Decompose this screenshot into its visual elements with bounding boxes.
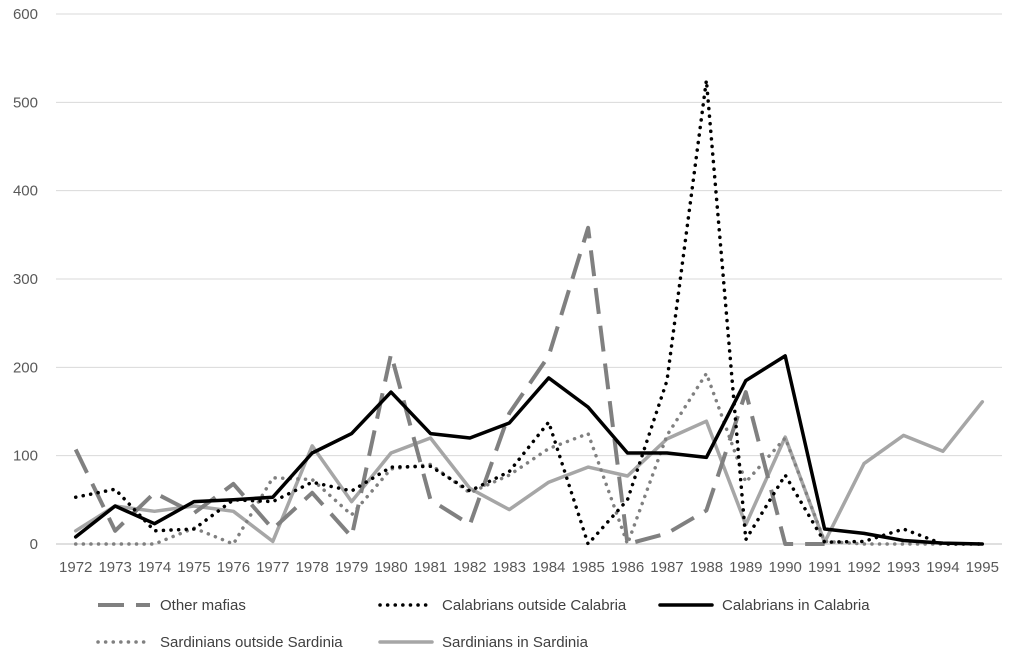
series-lines [73, 78, 985, 546]
legend-label: Sardinians outside Sardinia [160, 634, 343, 651]
x-tick-label: 1981 [414, 559, 447, 576]
x-tick-label: 1992 [847, 559, 880, 576]
x-tick-label: 1994 [926, 559, 959, 576]
y-tick-label: 600 [13, 6, 38, 23]
x-tick-label: 1984 [532, 559, 565, 576]
x-tick-label: 1993 [887, 559, 920, 576]
x-tick-label: 1983 [493, 559, 526, 576]
x-tick-label: 1975 [177, 559, 210, 576]
legend-label: Calabrians in Calabria [722, 597, 870, 614]
x-tick-label: 1978 [296, 559, 329, 576]
x-tick-label: 1982 [453, 559, 486, 576]
x-tick-label: 1988 [690, 559, 723, 576]
x-tick-label: 1972 [59, 559, 92, 576]
x-tick-label: 1980 [374, 559, 407, 576]
legend-item: Sardinians outside Sardinia [96, 634, 343, 651]
x-tick-label: 1985 [571, 559, 604, 576]
legend-item: Calabrians in Calabria [658, 597, 870, 614]
series-line-calabrians-outside-calabria [73, 78, 985, 546]
series-line-calabrians-in-calabria [73, 354, 985, 546]
legend-label: Sardinians in Sardinia [442, 634, 589, 651]
x-tick-label: 1995 [966, 559, 999, 576]
y-tick-label: 100 [13, 448, 38, 465]
y-tick-label: 0 [30, 536, 38, 553]
x-tick-label: 1987 [650, 559, 683, 576]
x-tick-label: 1974 [138, 559, 171, 576]
x-tick-label: 1989 [729, 559, 762, 576]
gridlines [56, 13, 1002, 545]
legend-item: Calabrians outside Calabria [378, 597, 627, 614]
x-tick-label: 1990 [769, 559, 802, 576]
x-tick-label: 1979 [335, 559, 368, 576]
x-tick-label: 1976 [217, 559, 250, 576]
x-axis-ticks: 1972 1973 1974 1975 1976 1977 1978 1979 1980 1981… [59, 559, 999, 576]
x-tick-label: 1991 [808, 559, 841, 576]
y-tick-label: 500 [13, 94, 38, 111]
y-tick-label: 200 [13, 359, 38, 376]
y-tick-label: 300 [13, 271, 38, 288]
series-line-sardinians-in-sardinia [73, 400, 985, 544]
legend: Other mafias Calabrians outside Calabria C… [96, 597, 870, 651]
x-tick-label: 1977 [256, 559, 289, 576]
y-axis-ticks: 0 100 200 300 400 500 600 [13, 6, 38, 553]
legend-label: Other mafias [160, 597, 246, 614]
legend-item: Sardinians in Sardinia [378, 634, 589, 651]
y-tick-label: 400 [13, 183, 38, 200]
series-line-other-mafias [73, 225, 825, 546]
x-tick-label: 1973 [98, 559, 131, 576]
x-tick-label: 1986 [611, 559, 644, 576]
legend-item: Other mafias [98, 597, 246, 614]
legend-label: Calabrians outside Calabria [442, 597, 627, 614]
